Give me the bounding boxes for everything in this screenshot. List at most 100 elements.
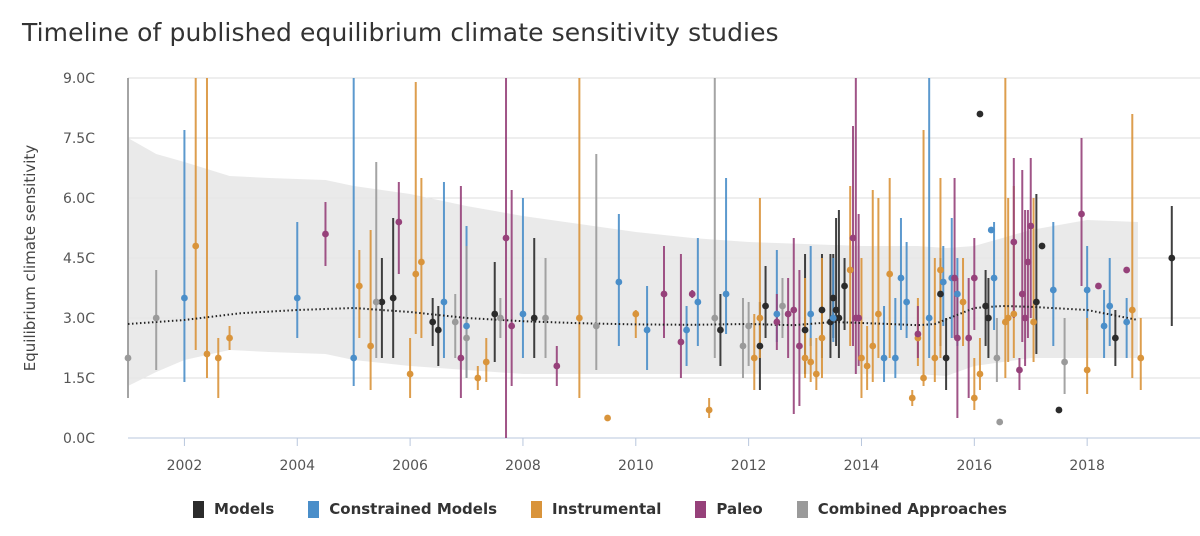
point-instrumental xyxy=(1083,366,1091,374)
point-constrained-models xyxy=(987,226,995,234)
point-instrumental xyxy=(818,334,826,342)
point-paleo xyxy=(970,274,978,282)
point-paleo xyxy=(677,338,685,346)
point-models xyxy=(982,302,989,310)
point-constrained-models xyxy=(1083,286,1091,294)
point-combined-approaches xyxy=(993,354,1001,362)
legend-item-constrained-models[interactable]: Constrained Models xyxy=(308,500,497,518)
point-combined-approaches xyxy=(592,322,600,330)
legend-label-models: Models xyxy=(214,500,275,518)
point-constrained-models xyxy=(1049,286,1057,294)
point-constrained-models xyxy=(293,294,301,302)
point-models xyxy=(976,110,984,118)
uncertainty-band xyxy=(128,138,1138,386)
point-paleo xyxy=(849,234,857,242)
point-instrumental xyxy=(937,266,944,274)
point-models xyxy=(378,298,386,306)
point-instrumental xyxy=(1137,354,1145,362)
point-constrained-models xyxy=(440,298,448,306)
point-models xyxy=(835,314,843,322)
point-instrumental xyxy=(970,394,978,402)
x-tick-label: 2002 xyxy=(167,458,203,474)
y-tick-label: 7.5C xyxy=(63,131,95,147)
point-constrained-models xyxy=(773,310,781,318)
y-tick-label: 9.0C xyxy=(63,71,95,87)
point-paleo xyxy=(1095,282,1102,290)
point-paleo xyxy=(951,274,958,282)
point-instrumental xyxy=(632,310,640,318)
point-models xyxy=(1032,298,1040,306)
point-models xyxy=(530,314,538,322)
point-constrained-models xyxy=(694,298,702,306)
point-instrumental xyxy=(1010,310,1018,318)
y-tick-label: 3.0C xyxy=(63,311,95,327)
point-instrumental xyxy=(886,270,894,278)
point-constrained-models xyxy=(1100,322,1108,330)
point-constrained-models xyxy=(683,326,690,334)
legend-item-paleo[interactable]: Paleo xyxy=(695,500,763,518)
point-paleo xyxy=(1021,314,1029,322)
point-constrained-models xyxy=(953,290,961,298)
point-constrained-models xyxy=(939,278,947,286)
legend-item-models[interactable]: Models xyxy=(193,500,274,518)
point-paleo xyxy=(784,310,792,318)
legend-swatch-instrumental xyxy=(531,500,543,518)
point-instrumental xyxy=(1030,318,1037,326)
point-models xyxy=(762,302,769,310)
point-models xyxy=(841,282,848,290)
point-paleo xyxy=(953,334,961,342)
legend-label-combined-approaches: Combined Approaches xyxy=(817,500,1007,518)
point-instrumental xyxy=(908,394,916,402)
point-models xyxy=(937,290,944,298)
point-paleo xyxy=(1078,210,1085,218)
point-instrumental xyxy=(858,354,865,362)
point-models xyxy=(985,314,992,322)
point-instrumental xyxy=(801,354,809,362)
point-models xyxy=(1038,242,1046,250)
point-paleo xyxy=(688,290,696,298)
point-instrumental xyxy=(367,342,375,350)
point-instrumental xyxy=(203,350,211,358)
point-paleo xyxy=(322,230,329,238)
point-instrumental xyxy=(807,358,815,366)
x-tick-label: 2018 xyxy=(1069,458,1105,474)
y-tick-label: 4.5C xyxy=(63,251,95,267)
point-instrumental xyxy=(192,242,200,250)
point-instrumental xyxy=(812,370,820,378)
point-models xyxy=(1055,406,1063,414)
point-combined-approaches xyxy=(451,318,459,326)
point-models xyxy=(829,294,837,302)
point-constrained-models xyxy=(903,298,911,306)
point-models xyxy=(801,326,809,334)
point-constrained-models xyxy=(519,310,527,318)
point-instrumental xyxy=(863,362,871,370)
x-tick-label: 2016 xyxy=(956,458,992,474)
point-paleo xyxy=(965,334,973,342)
point-combined-approaches xyxy=(124,354,132,362)
legend-item-instrumental[interactable]: Instrumental xyxy=(531,500,661,518)
point-instrumental xyxy=(959,298,967,306)
chart-title: Timeline of published equilibrium climat… xyxy=(22,18,779,47)
point-paleo xyxy=(1016,366,1023,374)
point-constrained-models xyxy=(643,326,651,334)
x-tick-label: 2012 xyxy=(731,458,767,474)
point-instrumental xyxy=(226,334,233,342)
point-models xyxy=(818,306,826,314)
point-constrained-models xyxy=(181,294,188,302)
point-models xyxy=(1111,334,1119,342)
legend-item-combined-approaches[interactable]: Combined Approaches xyxy=(796,500,1007,518)
point-constrained-models xyxy=(829,314,837,322)
x-tick-label: 2008 xyxy=(505,458,541,474)
point-combined-approaches xyxy=(542,314,549,322)
point-combined-approaches xyxy=(372,298,380,306)
point-constrained-models xyxy=(925,314,933,322)
point-instrumental xyxy=(482,358,490,366)
legend-swatch-paleo xyxy=(695,500,707,518)
point-paleo xyxy=(1018,290,1026,298)
legend-label-instrumental: Instrumental xyxy=(552,500,662,518)
point-paleo xyxy=(502,234,510,242)
point-paleo xyxy=(790,306,798,314)
point-paleo xyxy=(457,354,465,362)
point-constrained-models xyxy=(807,310,815,318)
